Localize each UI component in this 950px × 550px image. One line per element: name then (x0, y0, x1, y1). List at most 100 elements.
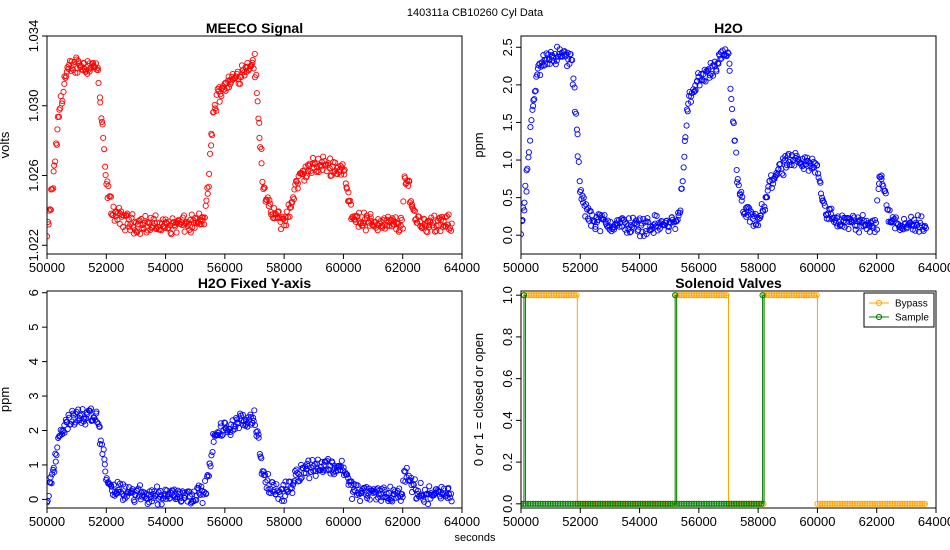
data-point (270, 481, 277, 489)
data-point (678, 185, 685, 192)
data-point (250, 414, 257, 421)
data-point (283, 222, 290, 229)
data-point (204, 184, 211, 191)
data-point (752, 221, 759, 228)
data-point (531, 88, 538, 95)
data-point (592, 226, 599, 233)
bypass-series-line (523, 294, 928, 505)
data-point (259, 178, 266, 185)
data-point (755, 215, 762, 223)
data-point (688, 93, 695, 100)
data-point (101, 461, 108, 468)
data-point (587, 208, 594, 215)
data-point (419, 492, 426, 499)
plot-frame (46, 35, 463, 255)
data-point (102, 171, 109, 179)
data-point (754, 214, 761, 221)
data-point (674, 216, 681, 223)
data-point (306, 475, 313, 482)
data-point (108, 210, 115, 217)
x-tick-label: 50000 (503, 514, 539, 529)
data-point (527, 137, 534, 144)
data-point (681, 153, 688, 160)
data-point (537, 63, 545, 70)
data-point (107, 193, 114, 200)
data-point (95, 420, 102, 427)
data-point (726, 60, 733, 67)
y-axis-label: volts (0, 131, 12, 158)
data-point (407, 198, 415, 205)
data-point (75, 406, 82, 413)
data-point (780, 172, 787, 179)
data-point (681, 137, 688, 144)
data-point (294, 180, 301, 187)
data-point (709, 72, 717, 79)
data-point (541, 62, 548, 69)
data-point (116, 204, 123, 211)
data-point (239, 411, 246, 418)
y-tick-label: 2.5 (500, 38, 515, 56)
data-point (312, 472, 319, 479)
data-point (204, 190, 211, 197)
x-tick-label: 58000 (740, 514, 776, 529)
data-point (271, 205, 278, 212)
data-point (729, 106, 736, 113)
data-point (99, 121, 106, 128)
x-tick-label: 64000 (918, 514, 950, 529)
figure-suptitle: 140311a CB10260 Cyl Data (407, 7, 544, 19)
data-point (619, 215, 626, 222)
data-point (815, 170, 822, 177)
figure-x-axis-label: seconds (455, 532, 496, 544)
y-tick-label: 0 (26, 496, 41, 503)
data-point (523, 188, 530, 195)
data-point (390, 486, 397, 493)
data-point (873, 226, 881, 233)
data-point (870, 224, 877, 231)
data-point (821, 202, 828, 209)
data-point (534, 71, 541, 78)
data-point (266, 197, 273, 204)
data-point (210, 108, 217, 116)
data-point (859, 211, 866, 219)
data-point (708, 70, 715, 77)
data-point (521, 207, 528, 214)
data-point (448, 498, 455, 505)
data-point (631, 220, 638, 227)
bypass-point (810, 292, 818, 299)
data-point (333, 468, 340, 475)
data-point (273, 481, 280, 488)
data-point (806, 159, 813, 166)
y-axis-label: ppm (471, 132, 486, 157)
data-point (257, 144, 264, 151)
data-point (363, 484, 370, 491)
legend-swatch-marker (875, 313, 883, 321)
data-point (421, 216, 428, 223)
legend-label-sample: Sample (895, 313, 929, 324)
data-point (203, 197, 210, 204)
data-point (851, 214, 858, 221)
data-point (63, 68, 71, 75)
data-point (238, 74, 245, 81)
data-point (54, 444, 61, 451)
data-point (409, 201, 416, 208)
x-tick-label: 56000 (207, 260, 243, 275)
data-point (597, 228, 604, 235)
data-point (258, 455, 265, 462)
data-point (287, 204, 294, 211)
data-point (638, 222, 645, 229)
data-point (745, 203, 752, 211)
plot-area (521, 292, 929, 507)
panel-title: MEECO Signal (206, 20, 303, 36)
data-point (403, 464, 410, 471)
data-point (277, 226, 285, 233)
data-point (261, 184, 268, 191)
data-point (625, 215, 632, 222)
data-point (417, 479, 424, 486)
y-tick-label: 0.0 (500, 495, 515, 513)
data-point (570, 75, 577, 82)
sample-point (756, 500, 763, 507)
data-point (208, 452, 215, 459)
data-point (192, 214, 199, 222)
bypass-point (721, 292, 728, 299)
data-point (54, 126, 61, 133)
